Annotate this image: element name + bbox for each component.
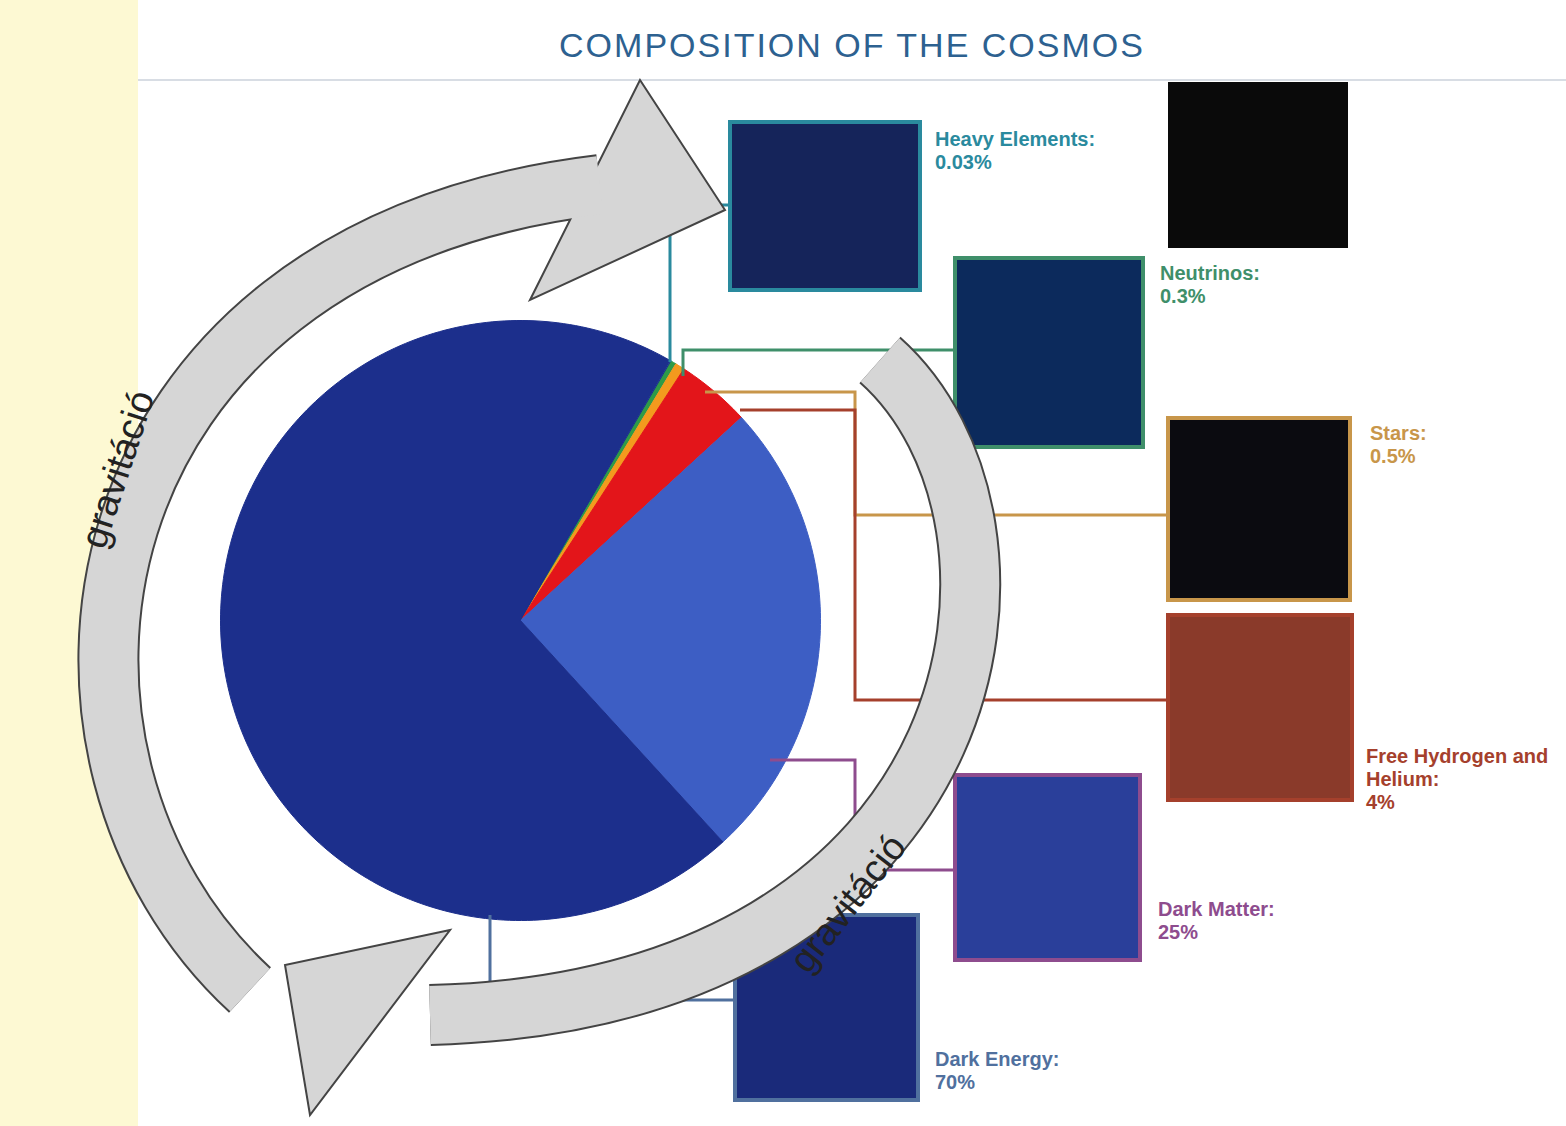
html-text:Heavy Elements:: Heavy Elements: xyxy=(935,128,1096,150)
html-text:4%: 4% xyxy=(1366,791,1395,813)
html-text:70%: 70% xyxy=(935,1071,975,1093)
html-text:0.5%: 0.5% xyxy=(1370,445,1416,467)
svg-text:gravitáció: gravitáció xyxy=(781,826,914,980)
html-text:Neutrinos:: Neutrinos: xyxy=(1160,262,1260,284)
html-text:0.3%: 0.3% xyxy=(1160,285,1206,307)
html-text:Free Hydrogen and Helium:: Free Hydrogen and Helium: xyxy=(1366,745,1549,790)
html-text:Stars:: Stars: xyxy=(1370,422,1427,444)
html-text:Dark Energy:: Dark Energy: xyxy=(935,1048,1060,1070)
html-text:COMPOSITION OF THE COSMOS: COMPOSITION OF THE COSMOS xyxy=(559,26,1145,64)
svg-text:gravitáció: gravitáció xyxy=(72,385,162,553)
html-text:25%: 25% xyxy=(1158,921,1198,943)
html-text:0.03%: 0.03% xyxy=(935,151,992,173)
html-text:Dark Matter:: Dark Matter: xyxy=(1158,898,1275,920)
